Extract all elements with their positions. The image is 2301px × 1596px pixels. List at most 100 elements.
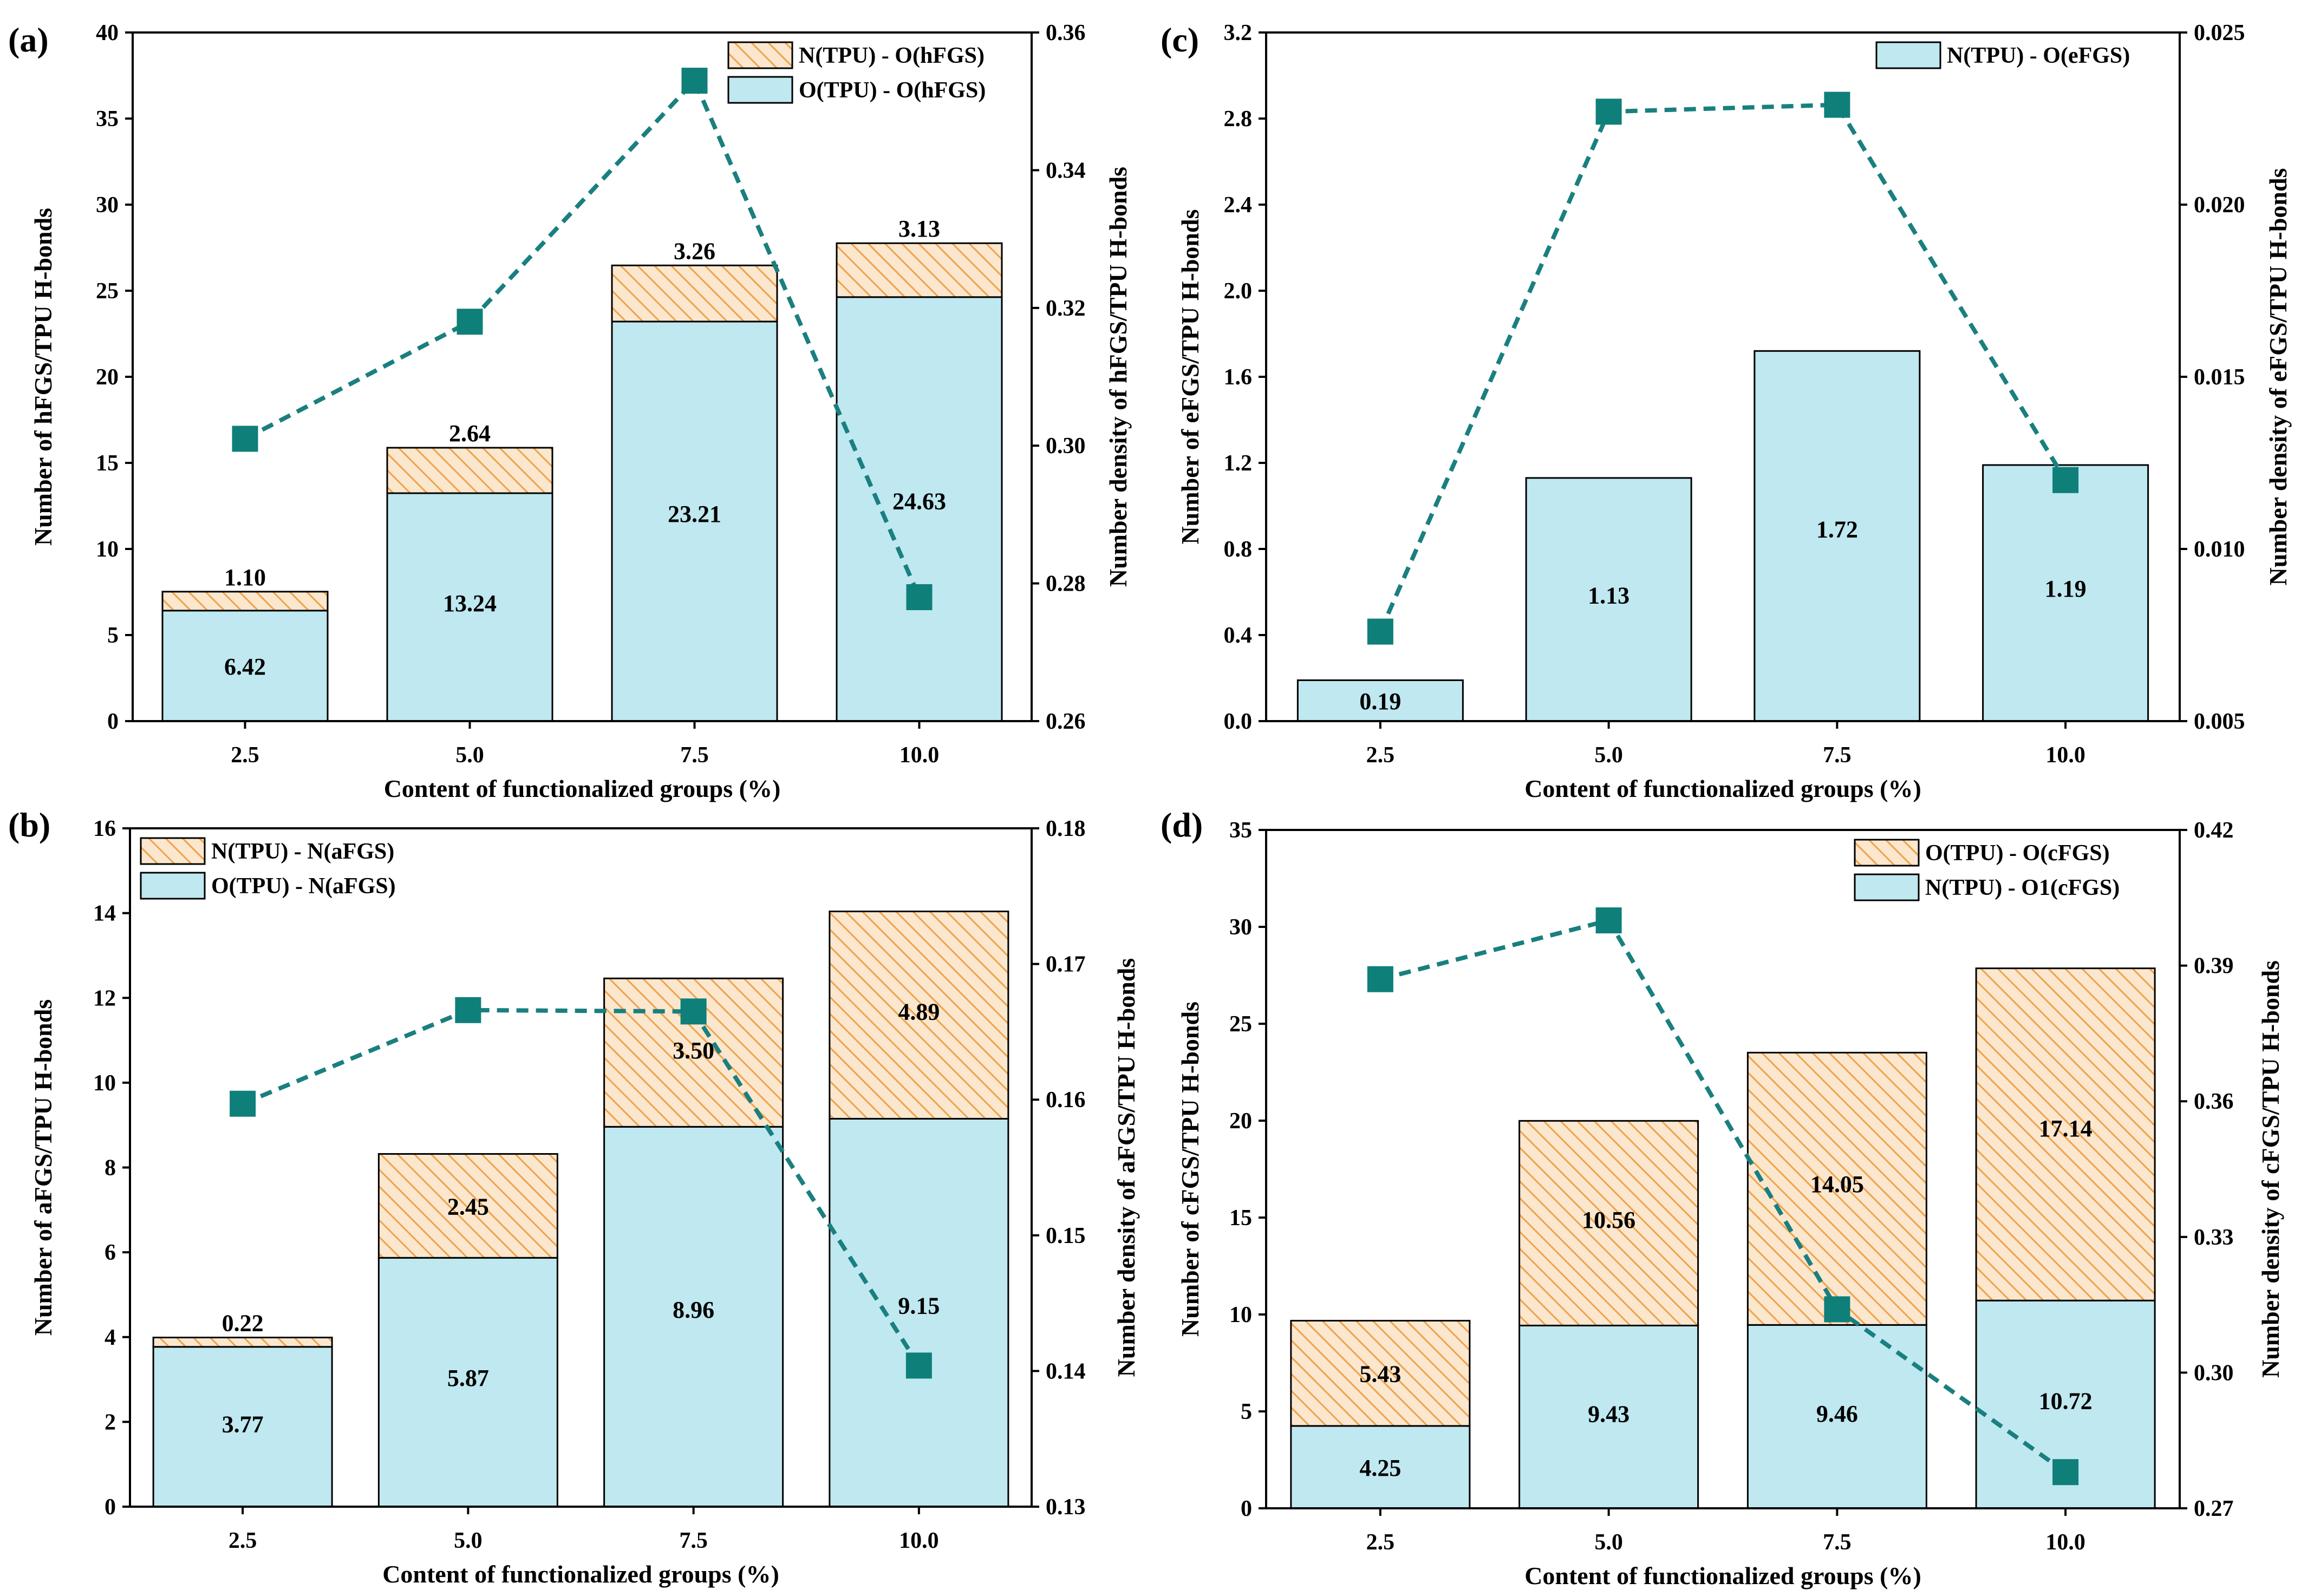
x-axis-title: Content of functionalized groups (%) [1524,1562,1921,1590]
legend-swatch [140,837,206,865]
left-tick-label: 12 [93,986,116,1011]
bar-value-label: 14.05 [1810,1171,1864,1198]
left-tick-label: 2 [105,1410,116,1435]
density-line [1378,102,2068,633]
density-marker [906,584,933,611]
density-marker [2052,467,2079,493]
y-axis-title: Number of aFGS/TPU H-bonds [29,999,57,1336]
bar-value-label: 10.72 [2039,1388,2093,1414]
bar-value-label: 2.45 [447,1193,489,1220]
left-tick-label: 2.0 [1224,279,1253,304]
bar-value-label: 0.19 [1359,688,1401,715]
bar-value-label: 2.64 [449,420,491,447]
left-tick-label: 25 [96,279,119,304]
x-axis-title: Content of functionalized groups (%) [384,775,781,802]
x-tick-label: 2.5 [1366,743,1395,768]
legend: N(TPU) - O(eFGS) [1875,41,2130,69]
chart-panel-2: (b) 3.77 5.87 8.96 9.15 0.22 2.45 3.50 4.89 0 2 4 6 8… [8,806,1140,1588]
bar-value-label: 3.13 [898,215,940,242]
right-tick-label: 0.26 [1046,709,1086,734]
right-tick-label: 0.34 [1046,158,1086,183]
legend-label: N(TPU) - O(eFGS) [1947,43,2130,68]
right-tick-label: 0.18 [1046,816,1086,841]
left-tick-label: 25 [1229,1012,1252,1037]
bar-value-label: 5.87 [447,1365,489,1391]
x-axis-title: Content of functionalized groups (%) [382,1560,779,1588]
legend-swatch [1854,873,1920,901]
left-tick-label: 1.6 [1224,365,1253,390]
left-tick-label: 6 [105,1240,116,1265]
left-tick-label: 0 [107,709,119,734]
left-tick-label: 5 [1241,1399,1252,1424]
bar-solid-10.0 [836,296,1003,722]
left-tick-label: 30 [1229,915,1252,940]
density-marker [1824,91,1850,118]
bar-value-label: 6.42 [224,653,266,680]
bar-value-label: 13.24 [443,590,497,617]
x-tick-label: 7.5 [680,743,709,768]
y-axis-title: Number of cFGS/TPU H-bonds [1176,1002,1204,1337]
right-tick-label: 0.13 [1046,1495,1086,1520]
right-tick-label: 0.015 [2194,365,2245,390]
x-tick-label: 2.5 [1366,1530,1395,1555]
bar-value-label: 1.13 [1588,582,1629,609]
bar-hatched-2.5 [1290,1319,1471,1427]
density-line [244,76,922,598]
density-marker [1824,1296,1850,1323]
left-tick-label: 0 [105,1495,116,1520]
left-tick-label: 2.4 [1224,193,1253,218]
bar-solid-2.5 [152,1346,333,1508]
bar-hatched-10.0 [1975,967,2156,1301]
legend-swatch [1875,41,1941,69]
bar-value-label: 3.50 [673,1037,714,1064]
left-tick-label: 8 [105,1156,116,1181]
panel-label: (b) [8,806,50,844]
left-tick-label: 0.0 [1224,709,1253,734]
left-tick-label: 0 [1241,1496,1252,1521]
bar-value-label: 23.21 [668,501,721,527]
left-tick-label: 16 [93,816,116,841]
density-marker [681,68,708,94]
legend-label: N(TPU) - O1(cFGS) [1925,875,2120,900]
density-marker [1595,99,1622,125]
right-tick-label: 0.39 [2194,954,2234,979]
bar-value-label: 1.10 [224,564,266,591]
legend: O(TPU) - O(cFGS) N(TPU) - O1(cFGS) [1854,839,2120,901]
bar-hatched-10.0 [829,910,1009,1120]
density-marker [1595,907,1622,934]
legend-swatch [727,41,793,69]
density-line [242,1008,921,1367]
left-tick-label: 10 [1229,1303,1252,1327]
bar-value-label: 24.63 [892,488,946,515]
chart-panel-4: (d) 4.25 9.43 9.46 10.72 5.43 10.56 14.05 17.14 0… [1161,806,2284,1590]
right-tick-label: 0.14 [1046,1359,1086,1384]
right-tick-label: 0.32 [1046,296,1086,321]
x-tick-label: 5.0 [1594,743,1623,768]
density-line [1379,918,2067,1474]
x-tick-label: 5.0 [454,1528,483,1553]
bar-value-label: 9.43 [1588,1401,1629,1427]
left-tick-label: 1.2 [1224,451,1253,476]
left-tick-label: 10 [93,1071,116,1096]
bar-value-label: 17.14 [2039,1115,2093,1142]
left-tick-label: 0.4 [1224,623,1253,648]
density-marker [230,1090,256,1117]
x-tick-label: 7.5 [1823,1530,1852,1555]
bar-value-label: 4.89 [898,998,940,1025]
bar-value-label: 1.72 [1816,516,1858,542]
bar-solid-10.0 [829,1117,1009,1508]
legend-label: N(TPU) - O(hFGS) [799,43,985,68]
right-tick-label: 0.15 [1046,1224,1086,1248]
plot-frame [1265,829,2181,1509]
bar-value-label: 9.46 [1816,1401,1858,1427]
density-marker [457,309,483,335]
bar-value-label: 10.56 [1582,1207,1635,1233]
y2-axis-title: Number density of eFGS/TPU H-bonds [2264,168,2292,585]
right-tick-label: 0.020 [2194,193,2245,218]
bar-value-label: 0.22 [222,1310,264,1337]
right-tick-label: 0.30 [1046,434,1086,459]
right-tick-label: 0.36 [2194,1089,2234,1114]
right-tick-label: 0.30 [2194,1360,2234,1385]
bar-solid-5.0 [1525,477,1692,722]
